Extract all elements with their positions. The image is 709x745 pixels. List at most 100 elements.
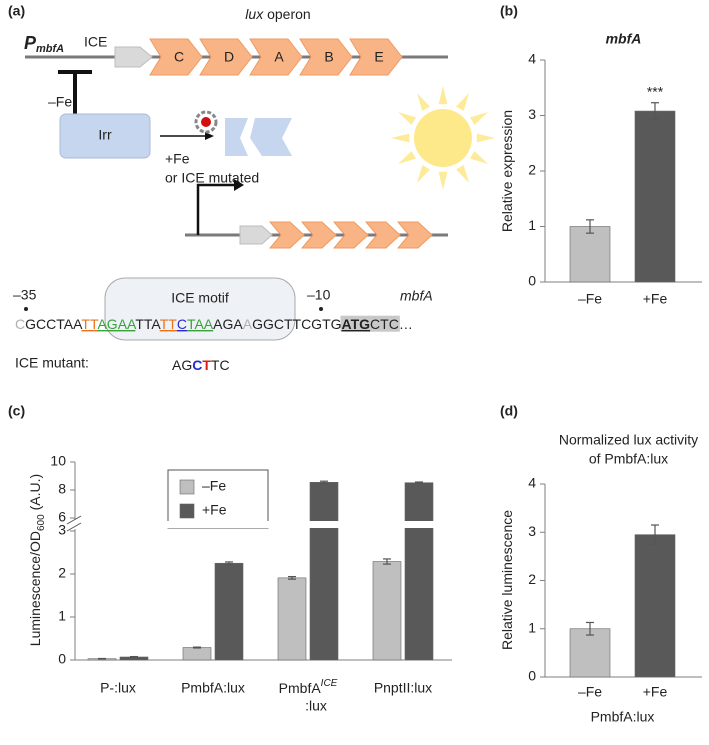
y-tick-label: 0 [528, 668, 536, 684]
break-mark [66, 522, 82, 532]
highlight-group [340, 315, 400, 332]
y-axis-label-sub: 600 [36, 514, 47, 531]
ice-label: ICE [84, 34, 107, 50]
gene-label: C [174, 49, 184, 65]
x-tick-label: PmbfA:lux [181, 680, 245, 696]
x-tick-label-line2: :lux [305, 698, 327, 714]
base-run: … [399, 316, 413, 332]
mutant-label: ICE mutant: [15, 355, 89, 371]
base-run: C [15, 316, 25, 332]
irr-box [59, 113, 151, 159]
gray-gene [114, 46, 153, 68]
panel-label: (b) [500, 3, 518, 19]
gene-label: E [374, 49, 383, 65]
break-mark [66, 515, 82, 525]
x-axis-label: PmbfA:lux [591, 709, 655, 725]
y-tick-label: 3 [528, 523, 536, 539]
base-run: TT [81, 316, 99, 332]
sun-ray [456, 164, 469, 184]
arrow-head [205, 132, 214, 140]
sun-ray [417, 164, 430, 184]
mutant-sequence: AGCTTC [172, 357, 230, 373]
gene-arrow [199, 38, 253, 76]
charts: (b) mbfA Relative expression 0 1 2 3 4 *** –Fe +Fe… [8, 3, 702, 725]
gene-label: A [274, 49, 284, 65]
sun [391, 86, 495, 190]
y-tick-label: 0 [58, 651, 66, 667]
y-tick-label: 1 [528, 217, 536, 233]
chart-title: mbfA [606, 31, 642, 47]
y-tick-label: 1 [528, 619, 536, 635]
x-tick-label: +Fe [643, 684, 668, 700]
y-axis-label: Relative luminescence [499, 510, 515, 650]
sun-ray [469, 151, 489, 164]
gene-label: D [224, 49, 234, 65]
legend-box [167, 469, 269, 529]
legend-label: –Fe [202, 478, 226, 494]
base-run: AGAA [97, 316, 137, 332]
gene-group [268, 221, 433, 249]
gene-label: mbfA [400, 288, 433, 304]
gene-arrow [396, 221, 433, 249]
sun-ray [417, 92, 430, 112]
x-tick-label: –Fe [578, 291, 602, 307]
bar [634, 110, 676, 283]
porphyrin [194, 110, 218, 134]
base-run: AG [172, 357, 192, 373]
bar [569, 628, 611, 678]
chart-title: Normalized lux activity [559, 432, 698, 448]
bar [277, 577, 307, 661]
position-dot [319, 307, 323, 311]
promoter-sub: mbfA [36, 43, 64, 55]
gene-arrow [299, 38, 353, 76]
bar [569, 226, 611, 283]
y-tick-label: 3 [58, 522, 66, 538]
y-tick-label: 2 [528, 571, 536, 587]
y-tick-label: 10 [50, 453, 66, 469]
promoter-arrow [196, 183, 236, 235]
significance: *** [647, 83, 664, 99]
sun-ray [391, 133, 410, 143]
bar [634, 534, 676, 678]
sun-disc [414, 109, 472, 167]
operon-lux: lux [245, 6, 264, 22]
gene-arrow [249, 38, 303, 76]
highlight [369, 315, 400, 332]
base-run: GCCTAA [25, 316, 83, 332]
bar [404, 482, 434, 661]
x-tick-label-main: PmbfA [279, 680, 322, 696]
y-tick-label: 3 [528, 106, 536, 122]
base-run: TAA [187, 316, 214, 332]
gene-arrow [300, 221, 337, 249]
y-tick-label: 2 [528, 162, 536, 178]
gene-label: B [324, 49, 333, 65]
irr-label: Irr [98, 127, 112, 143]
base-run: AGA [213, 316, 243, 332]
panel-label: (c) [8, 403, 25, 419]
sequence: CGCCTAATTAGAATTATTCTAAAGAAGGCTTCGTGATGCT… [15, 316, 413, 332]
base-run: GGCTTCGTG [252, 316, 341, 332]
bar [372, 561, 402, 661]
axis-break [76, 521, 453, 528]
y-tick-label: 4 [528, 475, 536, 491]
y-tick-label: 8 [58, 481, 66, 497]
sun-ray [456, 92, 469, 112]
y-tick-label: 1 [58, 608, 66, 624]
sun-ray [476, 133, 495, 143]
gene-arrow [332, 221, 369, 249]
gene-arrow [364, 221, 401, 249]
y-axis-label-text: Luminescence/OD [27, 531, 43, 646]
chart-title: of PmbfA:lux [589, 451, 668, 467]
gene-arrow [349, 38, 403, 76]
x-tick-label: P-:lux [100, 680, 136, 696]
x-tick-label: PnptII:lux [374, 680, 432, 696]
motif-box [104, 277, 296, 341]
gene-arrow [149, 38, 203, 76]
minus35-label: –35 [13, 287, 37, 303]
legend-swatch [179, 503, 195, 519]
highlight [340, 315, 372, 332]
bar [182, 647, 212, 661]
y-axis-label: Luminescence/OD600 (A.U.) [27, 474, 47, 646]
base-run: TTA [135, 316, 161, 332]
